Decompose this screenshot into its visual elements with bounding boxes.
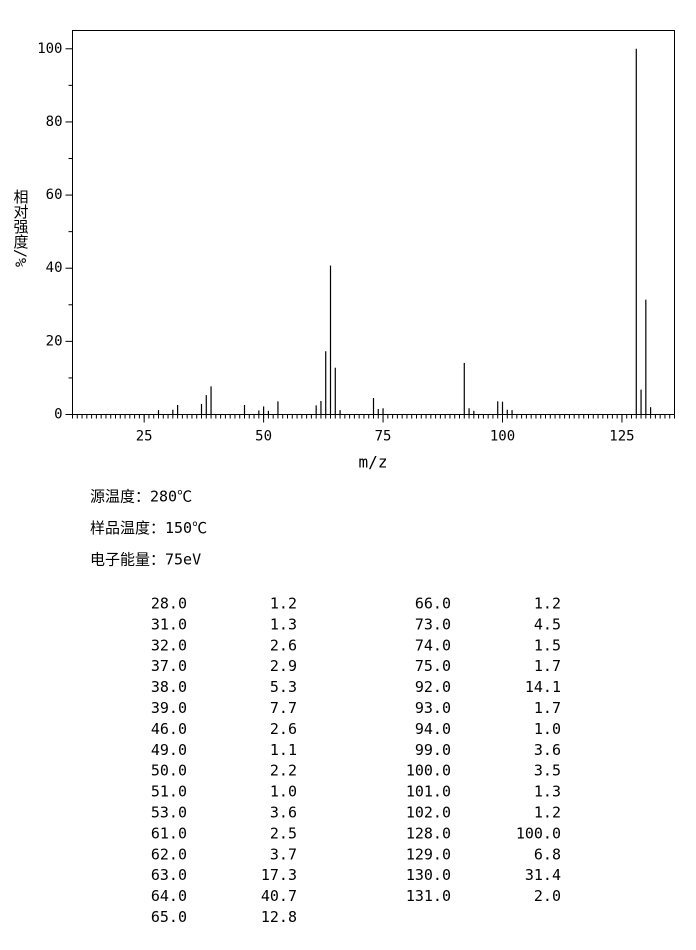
table-intensity: 2.6: [270, 636, 297, 654]
x-tick-label: 125: [609, 429, 634, 445]
table-mz: 32.0: [151, 636, 187, 654]
table-intensity: 1.5: [534, 636, 561, 654]
table-intensity: 1.1: [270, 741, 297, 759]
table-intensity: 1.7: [534, 699, 561, 717]
table-mz: 66.0: [415, 595, 451, 613]
plot-frame: [72, 30, 675, 415]
y-tick-label: 80: [46, 114, 63, 130]
table-mz: 53.0: [151, 804, 187, 822]
y-tick-label: 0: [54, 407, 62, 423]
table-mz: 94.0: [415, 720, 451, 738]
table-intensity: 12.8: [261, 908, 297, 926]
table-mz: 38.0: [151, 678, 187, 696]
table-mz: 63.0: [151, 866, 187, 884]
table-mz: 61.0: [151, 824, 187, 842]
x-tick-label: 75: [375, 429, 392, 445]
table-mz: 73.0: [415, 615, 451, 633]
condition: 样品温度：150℃: [90, 519, 207, 537]
table-mz: 62.0: [151, 845, 187, 863]
table-intensity: 3.7: [270, 845, 297, 863]
y-tick-label: 40: [46, 260, 63, 276]
table-intensity: 1.7: [534, 657, 561, 675]
table-intensity: 2.0: [534, 887, 561, 905]
x-tick-label: 50: [255, 429, 272, 445]
table-intensity: 5.3: [270, 678, 297, 696]
x-tick-label: 100: [490, 429, 515, 445]
table-intensity: 4.5: [534, 615, 561, 633]
table-intensity: 6.8: [534, 845, 561, 863]
condition: 源温度：280℃: [90, 488, 192, 506]
table-intensity: 2.2: [270, 762, 297, 780]
table-mz: 100.0: [406, 762, 451, 780]
table-mz: 99.0: [415, 741, 451, 759]
table-mz: 46.0: [151, 720, 187, 738]
table-intensity: 1.2: [534, 595, 561, 613]
table-intensity: 1.3: [534, 783, 561, 801]
table-mz: 39.0: [151, 699, 187, 717]
table-intensity: 2.5: [270, 824, 297, 842]
table-mz: 65.0: [151, 908, 187, 926]
table-mz: 74.0: [415, 636, 451, 654]
table-intensity: 2.9: [270, 657, 297, 675]
table-mz: 51.0: [151, 783, 187, 801]
table-mz: 131.0: [406, 887, 451, 905]
table-mz: 102.0: [406, 804, 451, 822]
condition: 电子能量：75eV: [90, 551, 201, 569]
table-intensity: 3.5: [534, 762, 561, 780]
table-intensity: 100.0: [516, 824, 561, 842]
table-intensity: 14.1: [525, 678, 561, 696]
table-intensity: 3.6: [534, 741, 561, 759]
table-intensity: 31.4: [525, 866, 561, 884]
table-mz: 101.0: [406, 783, 451, 801]
x-axis-label: m/z: [359, 453, 388, 472]
y-tick-label: 100: [37, 41, 62, 57]
table-intensity: 2.6: [270, 720, 297, 738]
table-intensity: 40.7: [261, 887, 297, 905]
table-mz: 28.0: [151, 595, 187, 613]
x-tick-label: 25: [136, 429, 153, 445]
table-intensity: 7.7: [270, 699, 297, 717]
table-mz: 129.0: [406, 845, 451, 863]
table-intensity: 1.2: [270, 595, 297, 613]
table-intensity: 17.3: [261, 866, 297, 884]
table-mz: 49.0: [151, 741, 187, 759]
table-intensity: 3.6: [270, 804, 297, 822]
table-intensity: 1.3: [270, 615, 297, 633]
table-mz: 130.0: [406, 866, 451, 884]
table-mz: 50.0: [151, 762, 187, 780]
table-intensity: 1.2: [534, 804, 561, 822]
table-intensity: 1.0: [534, 720, 561, 738]
table-mz: 37.0: [151, 657, 187, 675]
table-mz: 92.0: [415, 678, 451, 696]
table-mz: 128.0: [406, 824, 451, 842]
y-tick-label: 60: [46, 187, 63, 203]
table-mz: 93.0: [415, 699, 451, 717]
y-tick-label: 20: [46, 333, 63, 349]
table-mz: 31.0: [151, 615, 187, 633]
table-mz: 64.0: [151, 887, 187, 905]
table-mz: 75.0: [415, 657, 451, 675]
y-axis-label: 相对强度/%: [12, 189, 30, 267]
table-intensity: 1.0: [270, 783, 297, 801]
